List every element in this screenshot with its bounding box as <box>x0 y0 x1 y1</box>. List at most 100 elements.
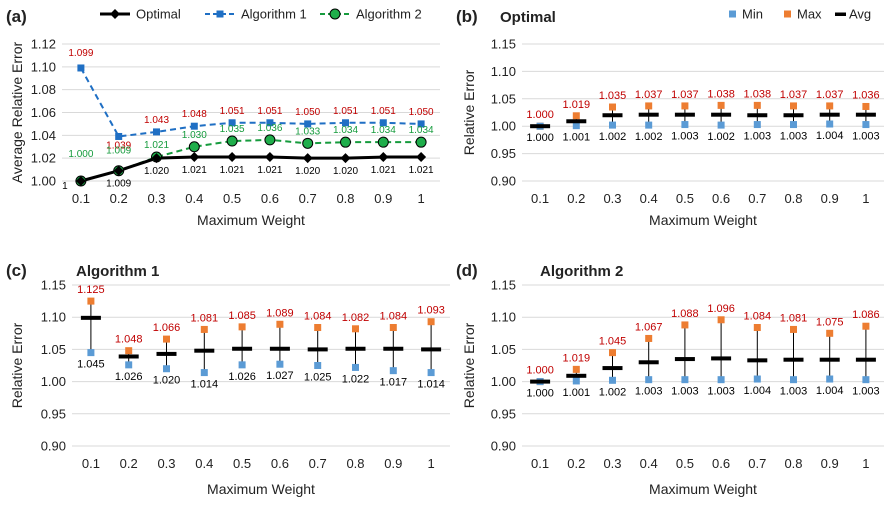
min-marker <box>826 120 834 128</box>
avg-marker <box>307 347 328 352</box>
avg-marker <box>638 360 659 365</box>
min-marker <box>427 369 435 377</box>
max-label: 1.081 <box>191 312 219 324</box>
panel-b-tag: (b) <box>456 7 478 26</box>
panel-d-tag: (d) <box>456 261 478 280</box>
x-tick-label: 0.5 <box>223 191 241 206</box>
max-label: 1.075 <box>816 316 844 328</box>
data-label: 1.034 <box>409 125 434 136</box>
panel-b-title: Optimal <box>500 9 556 26</box>
max-marker <box>826 329 834 337</box>
max-label: 1.084 <box>304 311 332 323</box>
x-tick-label: 0.9 <box>374 191 392 206</box>
x-axis-label: Maximum Weight <box>207 481 315 497</box>
max-marker <box>427 318 435 326</box>
legend: Min Max Avg <box>729 7 871 22</box>
legend-label: Max <box>797 7 822 22</box>
avg-marker <box>602 113 623 118</box>
max-marker <box>389 324 397 332</box>
x-tick-label: 0.4 <box>640 456 658 471</box>
max-label: 1.000 <box>526 109 554 121</box>
min-label: 1.003 <box>707 386 735 398</box>
avg-marker <box>421 347 442 352</box>
x-axis-label: Maximum Weight <box>649 481 757 497</box>
data-point <box>188 141 200 153</box>
legend-label: Avg <box>849 7 871 22</box>
max-marker <box>790 325 797 333</box>
avg-marker <box>855 112 876 117</box>
min-marker <box>862 121 870 129</box>
max-label: 1.035 <box>599 90 627 102</box>
min-label: 1.000 <box>526 132 554 144</box>
x-tick-label: 0.7 <box>309 456 327 471</box>
max-label: 1.084 <box>380 311 408 323</box>
max-label: 1.089 <box>266 307 294 319</box>
max-marker <box>862 102 870 110</box>
min-label: 1.001 <box>563 132 591 144</box>
y-axis-label: Relative Error <box>461 69 477 155</box>
min-marker <box>717 121 725 129</box>
min-label: 1.004 <box>816 385 844 397</box>
x-tick-label: 0.7 <box>299 191 317 206</box>
max-marker <box>645 102 653 110</box>
y-tick-label: 1.10 <box>491 310 516 325</box>
data-label: 1.099 <box>68 48 93 59</box>
panel-c-title: Algorithm 1 <box>76 263 159 280</box>
min-label: 1.045 <box>77 359 105 371</box>
legend-marker <box>784 10 791 18</box>
avg-marker <box>855 357 876 362</box>
panel-d-title: Algorithm 2 <box>540 263 623 280</box>
y-tick-label: 1.05 <box>41 342 66 357</box>
min-marker <box>645 121 653 129</box>
min-label: 1.000 <box>526 388 554 400</box>
min-marker <box>200 369 208 377</box>
data-label: 1.020 <box>144 166 169 177</box>
x-tick-label: 0.8 <box>346 456 364 471</box>
x-tick-label: 1 <box>862 456 869 471</box>
avg-marker <box>711 356 732 361</box>
data-label: 1.043 <box>144 115 169 126</box>
min-marker <box>753 375 761 383</box>
min-label: 1.002 <box>707 131 735 143</box>
legend-marker <box>835 12 846 16</box>
avg-marker <box>566 373 587 378</box>
data-point <box>304 120 312 128</box>
data-point <box>378 152 389 163</box>
data-label: 1.050 <box>295 107 320 118</box>
x-tick-label: 0.2 <box>110 191 128 206</box>
max-marker <box>717 101 725 109</box>
data-point <box>377 136 389 148</box>
y-tick-label: 1.00 <box>41 374 66 389</box>
max-marker <box>681 102 689 110</box>
panel-b-chart: 0.90 0.95 1.00 1.05 1.10 1.15 0.1 0.2 0.3 0.4 0.5 0… <box>461 7 884 228</box>
y-tick-label: 1.00 <box>491 374 516 389</box>
max-label: 1.086 <box>852 309 880 321</box>
data-label: 1.009 <box>106 179 131 190</box>
avg-marker <box>566 119 587 124</box>
max-marker <box>125 347 133 355</box>
data-label: 1.034 <box>333 125 358 136</box>
y-tick-label: 0.90 <box>491 439 516 454</box>
data-label: 1.048 <box>182 109 207 120</box>
avg-marker <box>783 357 804 362</box>
data-point <box>342 119 349 127</box>
data-point <box>266 119 274 127</box>
min-marker <box>352 363 359 371</box>
y-tick-label: 0.90 <box>41 439 66 454</box>
x-tick-label: 0.5 <box>233 456 251 471</box>
x-tick-label: 0.6 <box>261 191 279 206</box>
min-marker <box>125 361 133 369</box>
y-tick-label: 0.95 <box>41 406 66 421</box>
series-line-optimal <box>80 155 422 183</box>
y-tick-label: 0.90 <box>491 174 516 189</box>
min-label: 1.017 <box>380 377 408 389</box>
max-marker <box>276 320 284 328</box>
max-marker <box>826 102 834 110</box>
data-point <box>417 120 425 128</box>
x-tick-label: 0.5 <box>676 191 694 206</box>
y-tick-label: 1.15 <box>41 278 66 293</box>
series-line-algorithm-1 <box>80 67 422 138</box>
legend-marker <box>729 10 736 18</box>
max-label: 1.066 <box>153 322 181 334</box>
min-marker <box>645 376 653 384</box>
